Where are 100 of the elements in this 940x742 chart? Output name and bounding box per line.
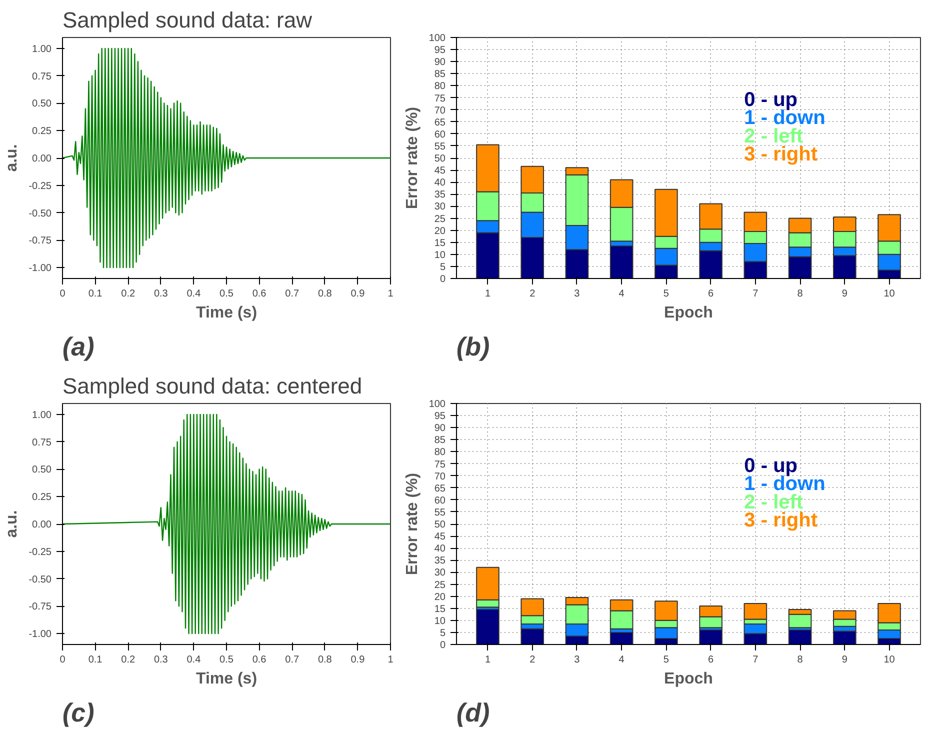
y-tick-label: 0.25 xyxy=(32,492,52,504)
x-tick-label: 0.2 xyxy=(121,288,136,300)
y-tick-label: 90 xyxy=(434,423,446,434)
y-tick-label: 15 xyxy=(434,604,446,615)
y-tick-label: -0.75 xyxy=(28,236,52,247)
bar xyxy=(833,630,856,644)
x-tick-label: 0.9 xyxy=(350,288,366,300)
y-tick-label: 65 xyxy=(434,117,446,128)
y-tick-label: 1.00 xyxy=(32,44,52,55)
bar xyxy=(610,245,634,278)
y-tick-label: 30 xyxy=(434,568,446,579)
y-tick-label: 85 xyxy=(434,435,446,446)
x-tick-label: 0.5 xyxy=(220,654,234,666)
y-tick-label: 0.75 xyxy=(32,437,52,448)
y-tick-label: 20 xyxy=(434,226,446,237)
text: (c) xyxy=(62,698,94,728)
x-tick-label: 0.5 xyxy=(220,288,234,300)
y-tick-label: 0.25 xyxy=(32,126,52,138)
x-axis-title: Time (s) xyxy=(196,670,258,688)
bar xyxy=(699,630,722,644)
y-tick-label: 5 xyxy=(440,262,446,273)
x-tick-label: 0 xyxy=(60,654,66,666)
x-tick-label: 0.2 xyxy=(121,654,136,666)
y-tick-label: 35 xyxy=(434,190,446,201)
x-tick-label: 4 xyxy=(618,654,625,666)
x-tick-label: 6 xyxy=(708,288,714,300)
x-tick-label: 0.8 xyxy=(318,288,332,300)
text: 0 - up xyxy=(744,89,798,112)
bar xyxy=(476,609,500,644)
x-tick-label: 1 xyxy=(484,654,491,666)
y-tick-label: 55 xyxy=(434,141,446,152)
x-axis-title: Epoch xyxy=(664,304,713,322)
y-tick-label: -0.25 xyxy=(28,180,52,192)
y-tick-label: -0.50 xyxy=(28,208,52,220)
y-tick-label: -1.00 xyxy=(28,629,52,640)
y-tick-label: 1.00 xyxy=(32,410,52,421)
x-tick-label: 8 xyxy=(797,288,804,300)
x-tick-label: 0.1 xyxy=(88,288,103,300)
y-tick-label: 40 xyxy=(434,178,446,189)
y-tick-label: 70 xyxy=(434,471,446,482)
x-tick-label: 8 xyxy=(797,654,804,666)
x-tick-label: 3 xyxy=(574,654,580,666)
y-tick-label: 95 xyxy=(434,45,446,56)
x-axis-title: Time (s) xyxy=(196,304,258,322)
y-tick-label: 65 xyxy=(434,483,446,494)
y-tick-label: 30 xyxy=(434,202,446,213)
y-tick-label: 25 xyxy=(434,580,446,591)
line-series xyxy=(62,414,390,634)
y-tick-label: 95 xyxy=(434,411,446,422)
y-tick-label: 100 xyxy=(428,33,446,44)
y-tick-label: 45 xyxy=(434,166,446,177)
x-tick-label: 0.6 xyxy=(252,288,267,300)
y-axis-title: a.u. xyxy=(4,510,21,538)
y-tick-label: 50 xyxy=(434,520,446,530)
y-tick-label: 55 xyxy=(434,507,446,518)
text: 0 - up xyxy=(744,455,798,478)
x-tick-label: 6 xyxy=(708,654,714,666)
y-tick-label: -1.00 xyxy=(28,263,52,274)
y-tick-label: 60 xyxy=(434,129,446,140)
y-tick-label: 0 xyxy=(440,640,446,651)
y-tick-label: 90 xyxy=(434,57,446,68)
y-axis-title: Error rate (%) xyxy=(404,472,421,576)
x-tick-label: 9 xyxy=(842,654,848,666)
y-tick-label: 85 xyxy=(434,69,446,80)
y-tick-label: 0.00 xyxy=(32,154,52,164)
y-tick-label: 35 xyxy=(434,556,446,567)
y-tick-label: -0.25 xyxy=(28,546,52,558)
x-tick-label: 3 xyxy=(574,288,580,300)
x-tick-label: 0.4 xyxy=(186,654,202,666)
y-tick-label: 45 xyxy=(434,532,446,543)
x-tick-label: 9 xyxy=(842,288,848,300)
x-tick-label: 0.1 xyxy=(88,654,103,666)
y-tick-label: 0.75 xyxy=(32,71,52,82)
x-tick-label: 1 xyxy=(388,288,394,300)
x-tick-label: 0.7 xyxy=(285,654,300,666)
y-tick-label: 60 xyxy=(434,495,446,506)
x-tick-label: 1 xyxy=(388,654,394,666)
x-tick-label: 7 xyxy=(752,654,759,666)
x-tick-label: 5 xyxy=(663,288,670,300)
x-tick-label: 0.9 xyxy=(350,654,366,666)
y-tick-label: 20 xyxy=(434,592,446,603)
y-tick-label: -0.75 xyxy=(28,602,52,613)
y-tick-label: 0.00 xyxy=(32,520,52,530)
x-tick-label: 0.7 xyxy=(285,288,300,300)
chart-title: Sampled sound data: raw xyxy=(62,8,312,32)
y-tick-label: 25 xyxy=(434,214,446,225)
y-tick-label: -0.50 xyxy=(28,574,52,586)
x-tick-label: 1 xyxy=(484,288,491,300)
x-tick-label: 7 xyxy=(752,288,759,300)
y-axis-title: Error rate (%) xyxy=(404,106,421,210)
y-tick-label: 0.50 xyxy=(32,98,52,110)
x-tick-label: 2 xyxy=(530,654,536,666)
y-tick-label: 50 xyxy=(434,154,446,164)
text: (d) xyxy=(456,698,490,728)
x-tick-label: 0.8 xyxy=(318,654,332,666)
text: (b) xyxy=(456,332,490,362)
x-tick-label: 0.3 xyxy=(154,288,168,300)
text: (a) xyxy=(62,332,94,362)
y-axis-title: a.u. xyxy=(4,144,21,172)
x-tick-label: 0.6 xyxy=(252,654,267,666)
